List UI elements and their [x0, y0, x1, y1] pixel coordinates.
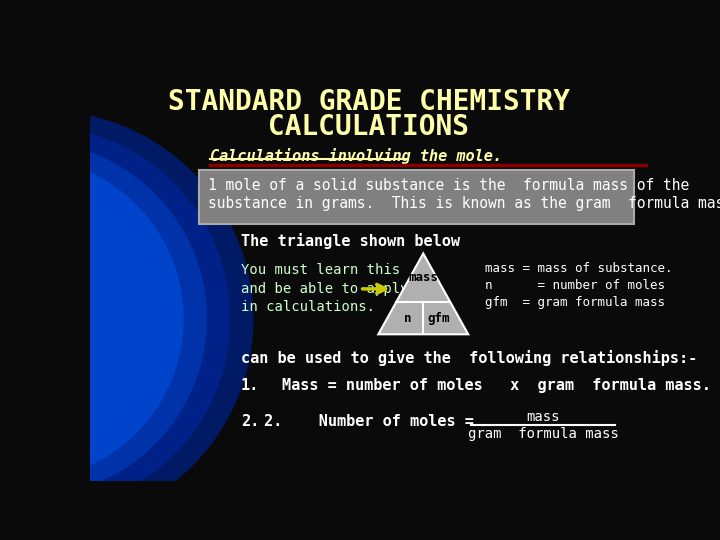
Text: n      = number of moles: n = number of moles [485, 279, 665, 292]
Text: Mass = number of moles   x  gram  formula mass.: Mass = number of moles x gram formula ma… [282, 378, 711, 393]
Polygon shape [378, 253, 468, 334]
Text: and be able to apply it: and be able to apply it [241, 282, 433, 296]
Text: can be used to give the  following relationships:-: can be used to give the following relati… [241, 350, 698, 366]
Text: CALCULATIONS: CALCULATIONS [269, 112, 469, 140]
Text: 2.: 2. [241, 414, 259, 429]
Text: mass: mass [408, 271, 438, 284]
Text: 2.    Number of moles =: 2. Number of moles = [264, 414, 474, 429]
Text: gram  formula mass: gram formula mass [468, 428, 618, 442]
Text: substance in grams.  This is known as the gram  formula mass (gfm).: substance in grams. This is known as the… [208, 195, 720, 211]
Circle shape [0, 157, 183, 481]
Text: n: n [404, 313, 411, 326]
Text: gfm  = gram formula mass: gfm = gram formula mass [485, 296, 665, 309]
Text: mass: mass [526, 410, 560, 423]
Circle shape [0, 111, 253, 527]
Text: 1.: 1. [241, 378, 259, 393]
Text: STANDARD GRADE CHEMISTRY: STANDARD GRADE CHEMISTRY [168, 88, 570, 116]
Text: in calculations.: in calculations. [241, 300, 375, 314]
Text: mass = mass of substance.: mass = mass of substance. [485, 262, 672, 275]
Text: gfm: gfm [428, 313, 450, 326]
Text: Calculations involving the mole.: Calculations involving the mole. [210, 148, 502, 164]
Text: 1 mole of a solid substance is the  formula mass of the: 1 mole of a solid substance is the formu… [208, 178, 689, 193]
Text: The triangle shown below: The triangle shown below [241, 233, 460, 248]
Circle shape [0, 142, 206, 496]
FancyBboxPatch shape [199, 170, 634, 224]
Circle shape [0, 126, 230, 511]
Text: You must learn this: You must learn this [241, 264, 400, 278]
